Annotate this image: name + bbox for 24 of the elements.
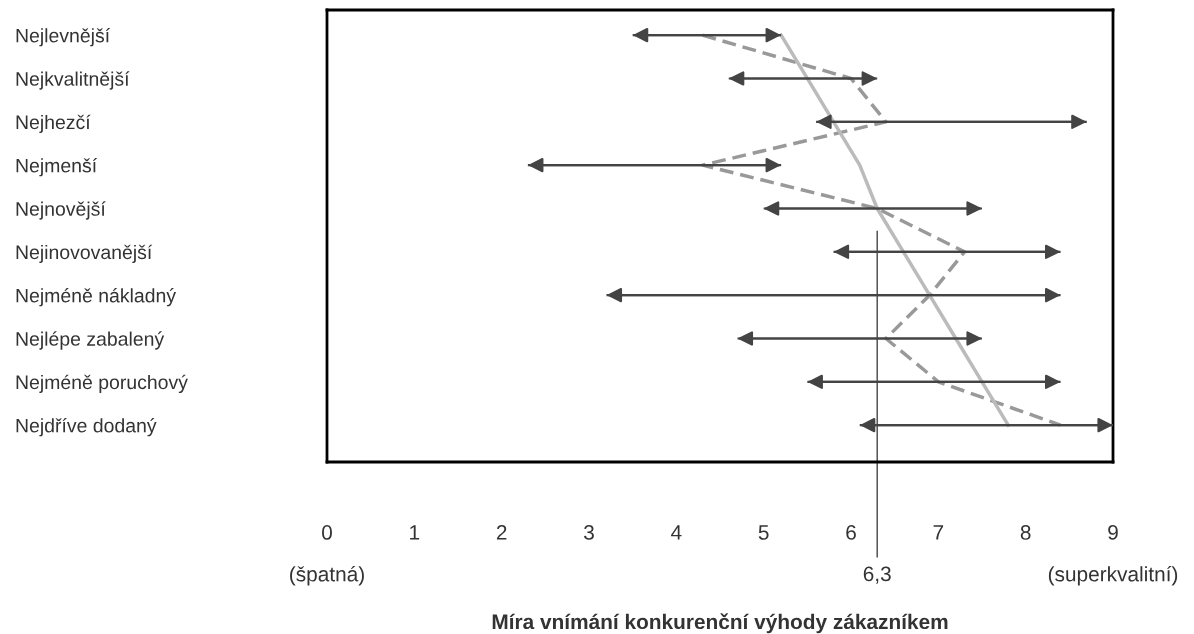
x-tick-label: 8 <box>1020 525 1031 540</box>
y-tick-label: Nejdříve dodaný <box>16 418 157 437</box>
y-tick-label: Nejlevnější <box>16 27 111 47</box>
y-tick-label: Nejlépe zabalený <box>16 331 165 350</box>
text: (superkvalitní) <box>1048 565 1178 586</box>
x-axis-title: Míra vnímání konkurenční výhody zákazníkem <box>492 613 948 634</box>
x-tick-label: 5 <box>758 525 769 540</box>
y-tick-label: Nejméně poruchový <box>16 374 188 394</box>
y-tick-label: Nejkvalitnější <box>16 71 130 90</box>
text: (špatná) <box>290 565 364 586</box>
y-tick-label: Nejméně nákladný <box>16 287 177 307</box>
y-tick-label: Nejhezčí <box>16 114 91 133</box>
y-tick-label: Nejnovější <box>16 201 106 220</box>
x-tick-label: 3 <box>584 525 594 540</box>
x-tick-label: 0 <box>322 525 332 540</box>
x-tick-label: 1 <box>410 525 420 540</box>
y-tick-label: Nejinovovanější <box>16 244 153 264</box>
x-tick-label: 9 <box>1108 525 1118 540</box>
ref-line-label: 6,3 <box>863 566 891 584</box>
y-tick-label: Nejmenší <box>16 157 98 177</box>
x-tick-label: 7 <box>933 525 944 540</box>
x-tick-label: 6 <box>846 525 856 540</box>
x-tick-label: 2 <box>496 525 507 540</box>
x-tick-label: 4 <box>671 525 682 540</box>
